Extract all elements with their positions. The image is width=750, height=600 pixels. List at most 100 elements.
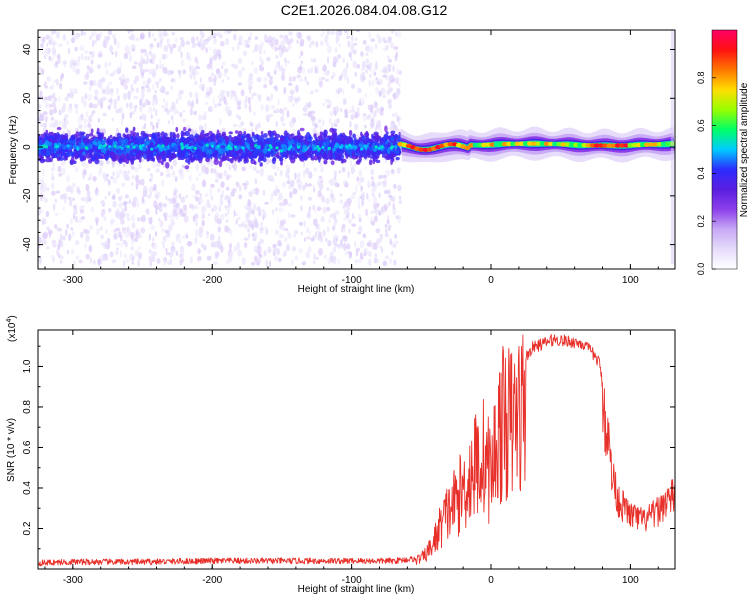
heatmap-cell <box>283 236 288 243</box>
heatmap-cell <box>237 249 242 257</box>
heatmap-cell <box>270 114 273 118</box>
heatmap-cell <box>237 138 243 142</box>
heatmap-cell <box>58 96 61 103</box>
heatmap-cell <box>161 241 166 245</box>
heatmap-cell <box>121 112 125 120</box>
heatmap-cell <box>243 185 248 190</box>
heatmap-cell <box>104 195 108 200</box>
heatmap-cell <box>149 58 153 63</box>
heatmap-cell <box>143 152 148 160</box>
spectrogram-heatmap <box>38 30 675 268</box>
heatmap-cell <box>87 94 93 102</box>
heatmap-cell <box>168 157 172 162</box>
heatmap-cell <box>151 102 154 106</box>
heatmap-cell <box>320 165 324 173</box>
heatmap-cell <box>382 74 388 78</box>
heatmap-cell <box>245 139 251 143</box>
heatmap-cell <box>274 255 278 261</box>
heatmap-cell <box>38 208 41 216</box>
heatmap-cell <box>127 217 131 222</box>
heatmap-cell <box>213 74 217 83</box>
heatmap-cell <box>366 116 370 120</box>
heatmap-cell <box>146 79 150 86</box>
heatmap-cell <box>44 102 50 109</box>
heatmap-cell <box>259 254 263 259</box>
heatmap-cell <box>346 35 350 40</box>
heatmap-cell <box>228 131 233 135</box>
heatmap-cell <box>260 137 265 142</box>
heatmap-cell <box>319 161 323 166</box>
heatmap-cell <box>277 98 280 106</box>
heatmap-cell <box>294 172 297 180</box>
heatmap-cell <box>61 235 66 241</box>
heatmap-cell <box>326 56 330 64</box>
heatmap-cell <box>221 61 226 66</box>
heatmap-cell <box>164 101 169 108</box>
heatmap-cell <box>281 45 287 53</box>
heatmap-cell <box>373 101 378 109</box>
heatmap-cell <box>276 217 279 225</box>
heatmap-cell <box>69 218 73 225</box>
heatmap-cell <box>377 36 382 44</box>
heatmap-cell <box>287 45 292 50</box>
heatmap-cell <box>126 50 132 56</box>
heatmap-cell <box>167 120 171 125</box>
heatmap-cell <box>112 70 118 75</box>
heatmap-cell <box>156 258 161 264</box>
heatmap-cell <box>238 35 243 44</box>
heatmap-cell <box>300 204 303 212</box>
heatmap-cell <box>51 83 55 90</box>
heatmap-cell <box>393 259 397 266</box>
heatmap-cell <box>296 39 299 44</box>
heatmap-cell <box>343 137 349 145</box>
heatmap-cell <box>117 40 120 49</box>
heatmap-cell <box>391 113 396 117</box>
heatmap-cell <box>215 178 219 183</box>
heatmap-cell <box>134 75 140 82</box>
heatmap-cell <box>257 256 260 263</box>
heatmap-cell <box>387 63 392 69</box>
heatmap-cell <box>346 204 351 213</box>
heatmap-cell <box>191 183 196 191</box>
heatmap-cell <box>280 234 283 239</box>
heatmap-cell <box>166 198 172 201</box>
heatmap-cell <box>241 166 246 171</box>
heatmap-cell <box>45 187 50 192</box>
heatmap-cell <box>200 134 206 138</box>
heatmap-cell <box>247 145 251 150</box>
heatmap-cell <box>201 219 205 227</box>
heatmap-cell <box>382 260 387 267</box>
heatmap-cell <box>185 158 190 163</box>
heatmap-cell <box>158 138 164 144</box>
heatmap-cell <box>313 133 317 138</box>
heatmap-cell <box>236 182 240 188</box>
heatmap-cell <box>309 43 312 49</box>
heatmap-cell <box>213 168 217 174</box>
heatmap-cell <box>100 155 106 159</box>
heatmap-cell <box>281 201 285 207</box>
heatmap-cell <box>182 118 187 122</box>
heatmap-cell <box>168 43 172 49</box>
heatmap-cell <box>133 95 139 100</box>
heatmap-cell <box>54 224 58 229</box>
heatmap-cell <box>333 119 338 124</box>
heatmap-cell <box>394 134 400 139</box>
heatmap-cell <box>304 237 306 243</box>
heatmap-cell <box>176 153 179 158</box>
heatmap-cell <box>83 50 89 54</box>
heatmap-cell <box>63 117 66 122</box>
heatmap-cell <box>75 131 80 138</box>
heatmap-cell <box>130 130 135 134</box>
heatmap-cell <box>80 197 86 202</box>
heatmap-cell <box>316 225 320 234</box>
heatmap-cell <box>121 182 126 187</box>
heatmap-cell <box>385 155 390 161</box>
heatmap-cell <box>316 206 322 211</box>
heatmap-cell <box>85 154 92 159</box>
heatmap-cell <box>315 41 319 48</box>
heatmap-cell <box>355 37 358 41</box>
heatmap-cell <box>267 246 272 254</box>
heatmap-cell <box>393 183 397 189</box>
heatmap-cell <box>119 61 122 69</box>
heatmap-cell <box>77 115 83 124</box>
